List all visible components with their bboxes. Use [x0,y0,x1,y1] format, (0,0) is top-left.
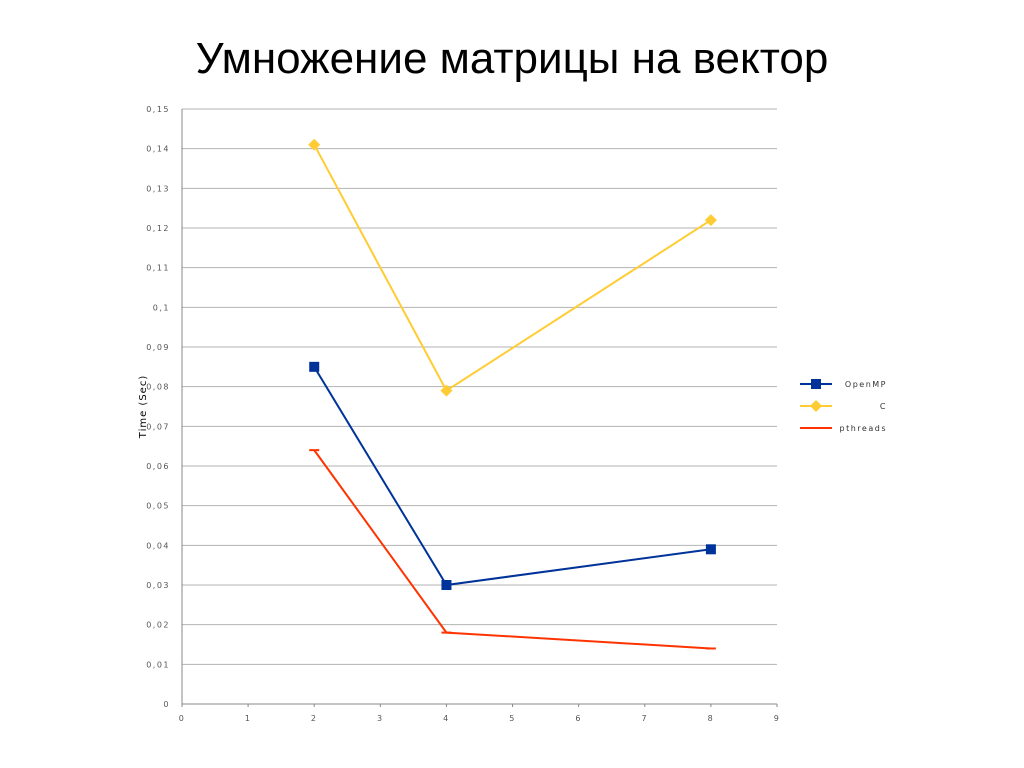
legend-label: C [880,402,887,411]
y-tick-label: 0 [163,700,170,709]
x-tick-label: 5 [509,714,516,723]
y-tick-label: 0,11 [146,264,170,273]
x-tick-label: 4 [443,714,450,723]
y-tick-label: 0,13 [146,184,170,193]
data-point [440,384,453,397]
data-point [309,361,320,372]
series-openmp [309,361,716,590]
y-axis-label: Time (Sec) [138,375,149,439]
data-point [308,138,321,151]
x-tick-label: 3 [377,714,384,723]
x-tick-label: 8 [708,714,715,723]
x-tick-label: 9 [774,714,781,723]
data-point [704,214,717,227]
x-tick-labels: 0 1 2 3 4 5 6 7 8 9 [179,714,781,723]
legend-label: OpenMP [845,380,887,389]
y-tick-label: 0,12 [146,224,170,233]
y-tick-label: 0,04 [146,541,170,550]
y-tick-label: 0,08 [146,383,170,392]
series-line [313,366,712,587]
y-tick-label: 0,03 [146,581,170,590]
y-tick-label: 0,01 [146,660,170,669]
data-point [441,580,452,590]
y-tick-label: 0,07 [146,422,170,431]
y-tick-label: 0,06 [146,462,170,471]
series-c [308,138,717,397]
x-tick-label: 0 [179,714,186,723]
x-tick-label: 2 [311,714,318,723]
grid-lines [182,108,777,665]
legend-marker [811,379,821,389]
y-tick-label: 0,02 [146,621,170,630]
y-tick-label: 0,05 [146,502,170,511]
axes [181,109,778,707]
y-tick-label: 0,15 [146,105,170,114]
x-tick-label: 1 [245,714,252,723]
series-group [308,138,717,650]
series-line [313,449,711,650]
data-point [705,544,716,555]
slide-title: Умножение матрицы на вектор [195,34,829,83]
legend-marker [810,400,822,412]
y-tick-label: 0,1 [153,303,170,312]
legend-label: pthreads [840,424,887,433]
series-pthreads [309,449,716,650]
x-tick-label: 6 [575,714,582,723]
y-tick-label: 0,09 [146,343,170,352]
y-tick-labels: 0 0,01 0,02 0,03 0,04 0,05 0,06 0,07 0,08 0,09 0,1… [146,105,170,709]
y-tick-label: 0,14 [146,145,170,154]
x-tick-label: 7 [641,714,648,723]
